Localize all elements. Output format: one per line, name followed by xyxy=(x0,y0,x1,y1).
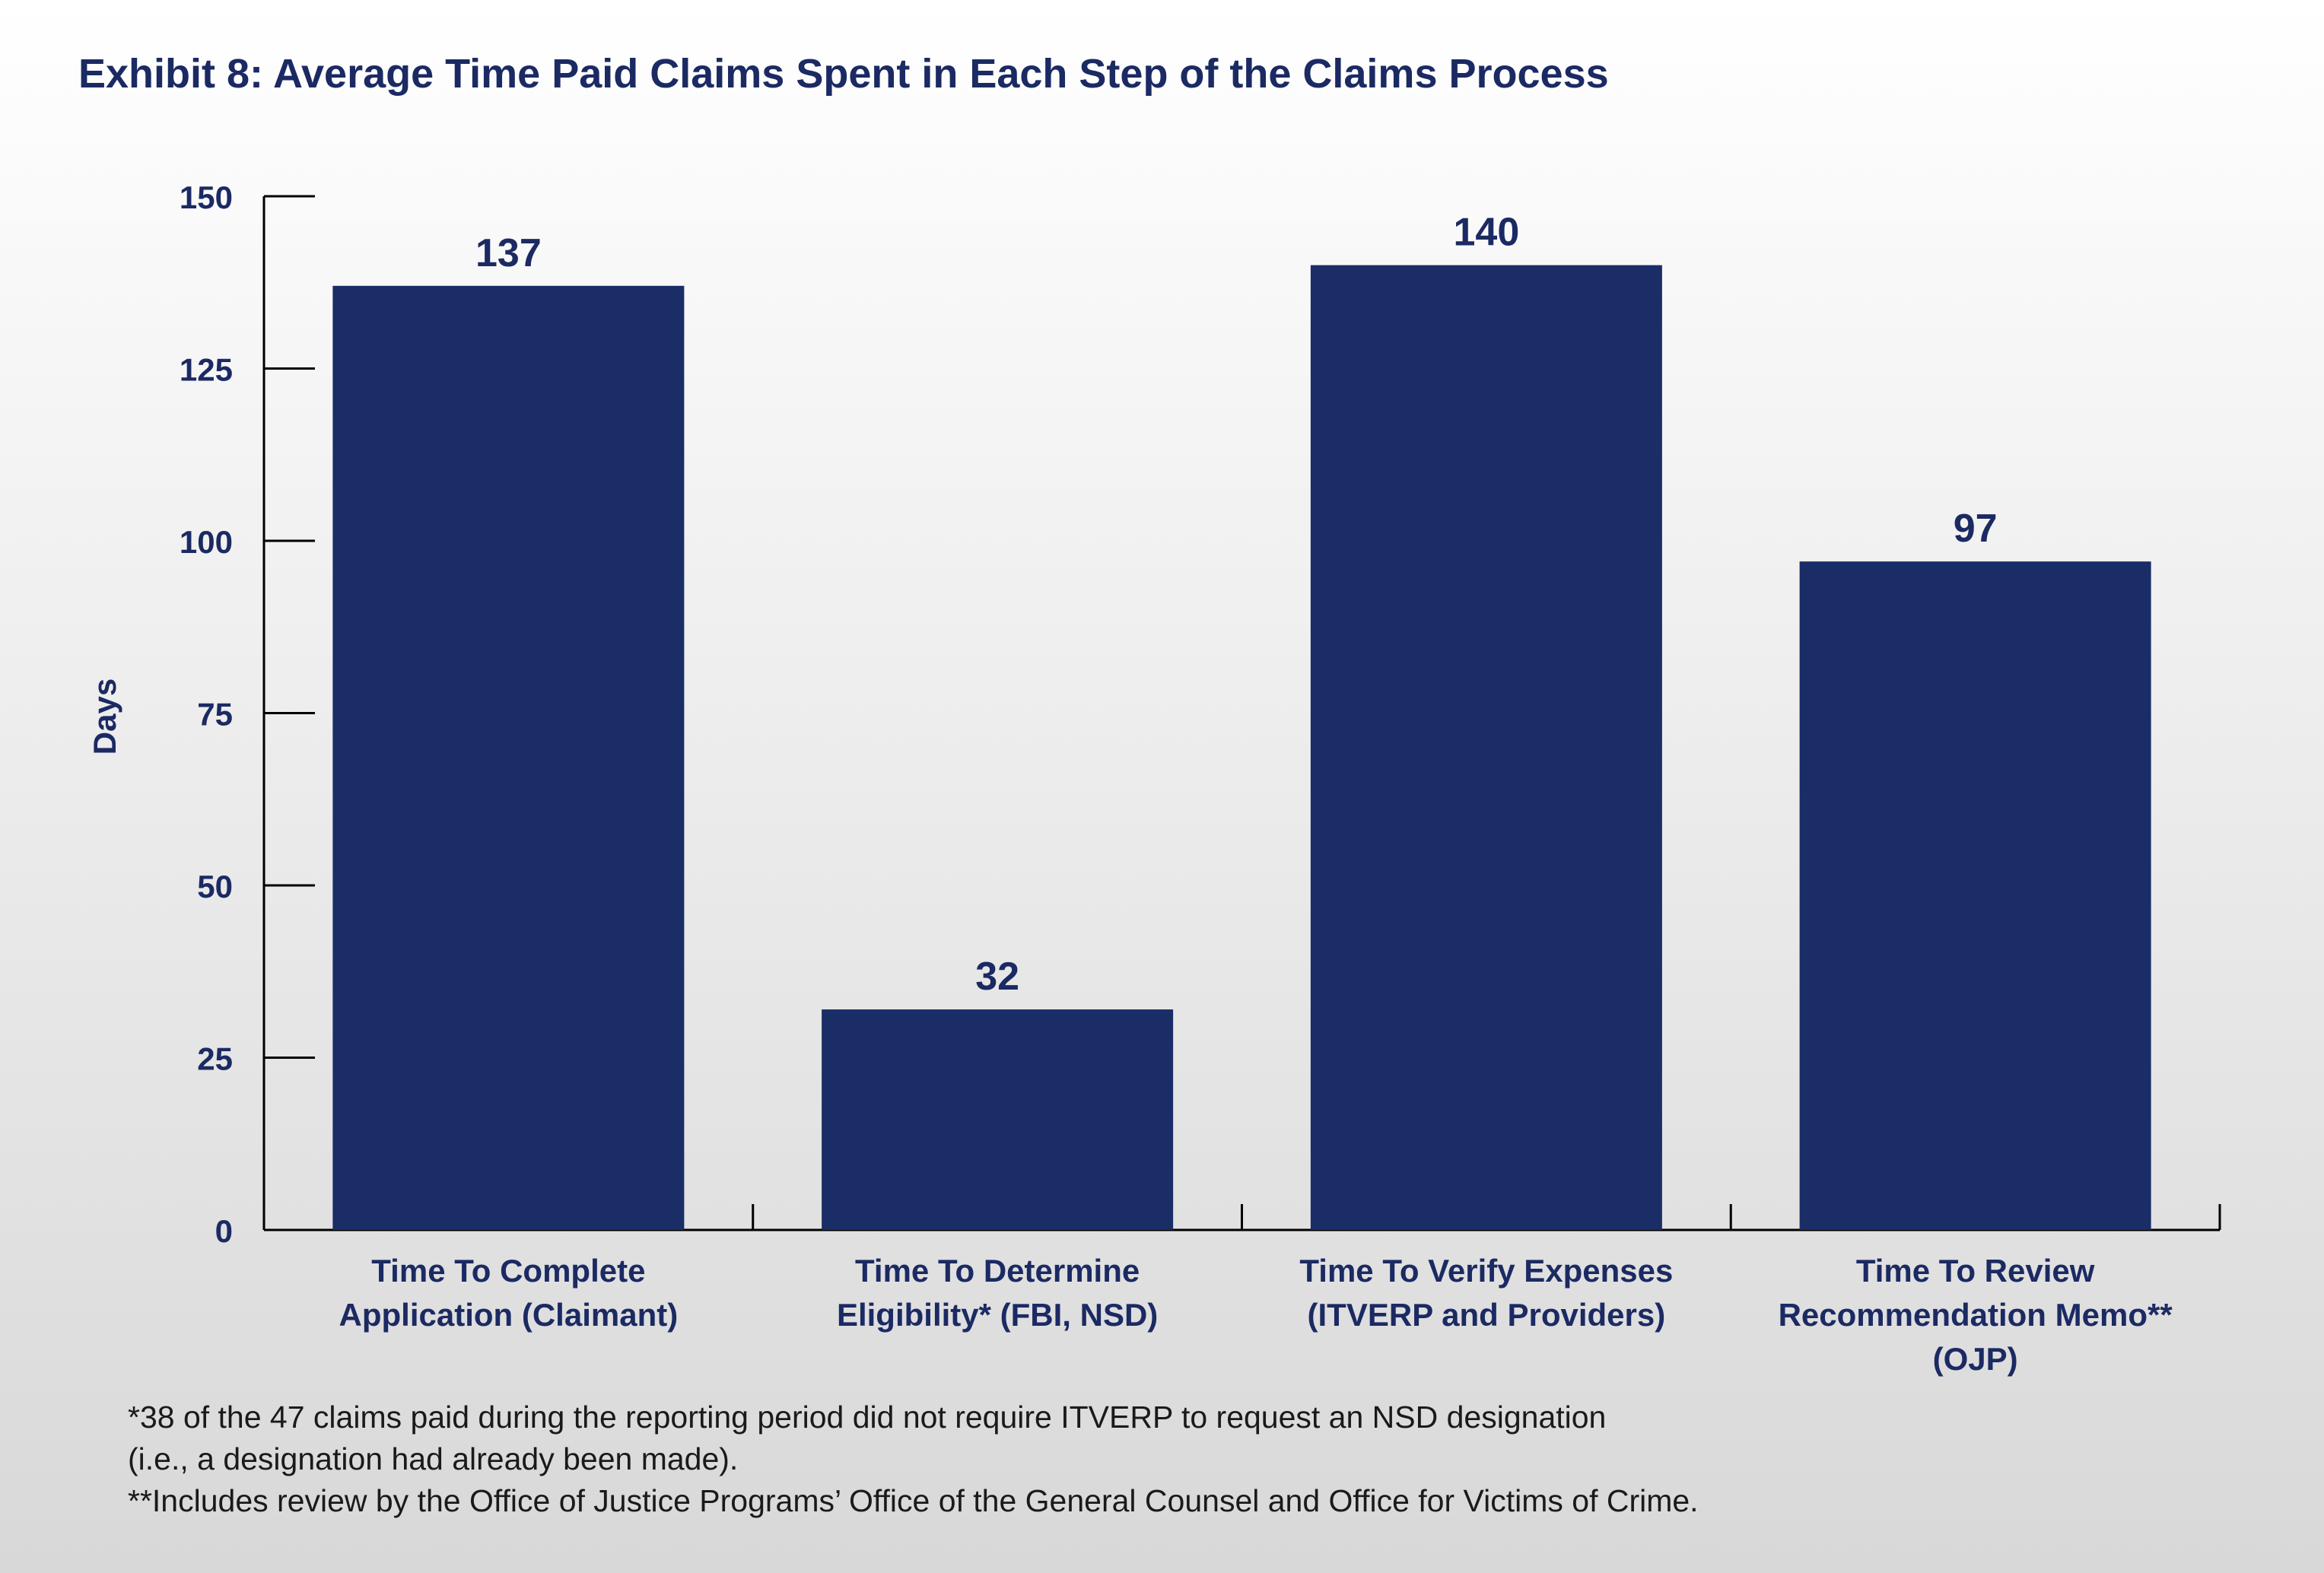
footnote-line-1: *38 of the 47 claims paid during the rep… xyxy=(128,1400,1607,1435)
x-category-label-line: Time To Verify Expenses xyxy=(1299,1253,1673,1289)
x-category-label-line: Time To Determine xyxy=(855,1253,1140,1289)
bar xyxy=(822,1009,1174,1230)
data-label: 97 xyxy=(1954,507,1998,551)
x-category-label: Time To Complete Application (Claimant) xyxy=(339,1253,679,1333)
y-axis: 0 25 50 75 100 125 150 xyxy=(180,180,315,1249)
category-labels: Time To Complete Application (Claimant)Ti… xyxy=(339,1253,2173,1377)
bar xyxy=(332,285,685,1230)
x-category-label-line: Application (Claimant) xyxy=(339,1297,679,1333)
x-category-label-line: Eligibility* (FBI, NSD) xyxy=(837,1297,1158,1333)
y-tick-label: 0 xyxy=(215,1213,233,1249)
x-category-label-line: Time To Review xyxy=(1856,1253,2095,1289)
y-tick-label: 50 xyxy=(197,869,233,904)
data-label: 137 xyxy=(475,231,542,275)
bar xyxy=(1799,561,2151,1230)
x-category-label: Time To Review Recommendation Memo** (OJP) xyxy=(1779,1253,2173,1377)
footnote-line-3: **Includes review by the Office of Justi… xyxy=(128,1483,1699,1518)
y-axis-title: Days xyxy=(87,678,122,755)
bars xyxy=(332,265,2151,1231)
bar xyxy=(1310,265,1662,1231)
x-category-label-line: (ITVERP and Providers) xyxy=(1308,1297,1666,1333)
y-tick-label: 125 xyxy=(180,352,233,388)
y-tick-label: 75 xyxy=(197,697,233,732)
footnote-line-2: (i.e., a designation had already been ma… xyxy=(128,1441,739,1476)
y-tick-label: 100 xyxy=(180,524,233,560)
data-label: 32 xyxy=(975,955,1019,999)
y-tick-label: 150 xyxy=(180,180,233,215)
x-category-label-line: Recommendation Memo** xyxy=(1779,1297,2173,1333)
x-category-label: Time To Determine Eligibility* (FBI, NSD) xyxy=(837,1253,1158,1333)
x-category-label-line: (OJP) xyxy=(1933,1341,2018,1377)
data-labels: 137 32 140 97 xyxy=(475,211,1998,999)
x-category-label-line: Time To Complete xyxy=(371,1253,645,1289)
y-tick-label: 25 xyxy=(197,1041,233,1077)
x-category-label: Time To Verify Expenses (ITVERP and Provi… xyxy=(1299,1253,1673,1333)
footnotes: *38 of the 47 claims paid during the rep… xyxy=(128,1397,2258,1522)
data-label: 140 xyxy=(1453,211,1519,255)
chart-title: Exhibit 8: Average Time Paid Claims Spen… xyxy=(78,51,1609,97)
